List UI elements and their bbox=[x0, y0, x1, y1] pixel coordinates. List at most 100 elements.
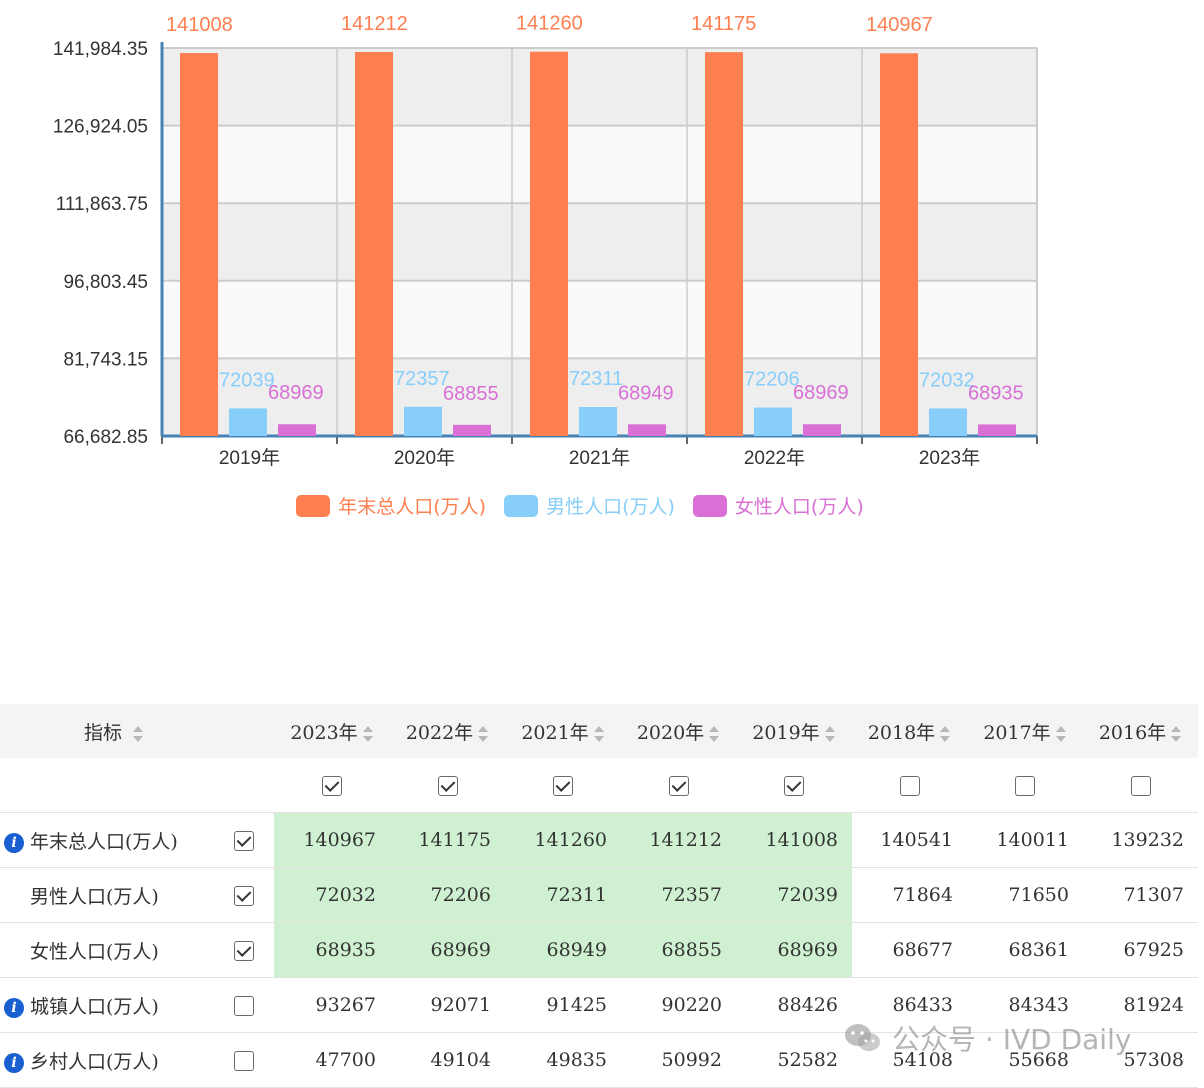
header-year-label: 2017年 bbox=[983, 721, 1051, 744]
legend-item-male[interactable]: 男性人口(万人) bbox=[504, 492, 675, 519]
header-indicator[interactable]: 指标 bbox=[0, 704, 228, 758]
year-select-cell bbox=[505, 758, 621, 813]
year-select-cell bbox=[621, 758, 736, 813]
bar-male[interactable] bbox=[229, 408, 267, 436]
sort-icon[interactable] bbox=[362, 725, 374, 743]
table-cell: 91425 bbox=[505, 977, 621, 1033]
sort-icon[interactable] bbox=[132, 725, 144, 743]
year-checkbox[interactable] bbox=[322, 776, 342, 796]
x-tick-label: 2019年 bbox=[219, 447, 280, 469]
header-year[interactable]: 2023年 bbox=[274, 704, 390, 758]
table-cell: 57308 bbox=[1083, 1032, 1198, 1088]
header-year[interactable]: 2018年 bbox=[852, 704, 967, 758]
row-select-cell bbox=[228, 1032, 274, 1088]
sort-icon[interactable] bbox=[1055, 725, 1067, 743]
year-checkbox[interactable] bbox=[437, 776, 458, 796]
bar-male[interactable] bbox=[929, 408, 967, 436]
year-checkbox[interactable] bbox=[899, 776, 920, 796]
sort-icon[interactable] bbox=[593, 725, 605, 743]
wechat-logo-icon bbox=[844, 1022, 882, 1054]
table-cell: 50992 bbox=[621, 1032, 736, 1088]
sort-icon[interactable] bbox=[477, 725, 489, 743]
table-cell: 141175 bbox=[390, 812, 505, 868]
legend-item-total[interactable]: 年末总人口(万人) bbox=[296, 492, 486, 519]
table-cell: 68969 bbox=[390, 922, 505, 978]
table-cell: 68969 bbox=[736, 922, 852, 978]
y-tick-label: 141,984.35 bbox=[53, 39, 148, 60]
bar-female[interactable] bbox=[453, 424, 491, 436]
population-bar-chart: 66,682.85 81,743.15 96,803.45 111,863.75 126… bbox=[53, 13, 1038, 469]
bar-total[interactable] bbox=[355, 51, 393, 437]
bar-female[interactable] bbox=[628, 424, 666, 436]
bar-female[interactable] bbox=[278, 424, 316, 436]
year-checkbox[interactable] bbox=[784, 776, 804, 796]
x-tick-label: 2022年 bbox=[744, 447, 805, 469]
year-select-row bbox=[0, 758, 1198, 813]
table-cell: 84343 bbox=[967, 977, 1083, 1033]
row-checkbox[interactable] bbox=[234, 996, 254, 1016]
table-cell: 47700 bbox=[274, 1032, 390, 1088]
header-year[interactable]: 2021年 bbox=[505, 704, 621, 758]
table-cell: 72039 bbox=[736, 867, 852, 923]
bar-total[interactable] bbox=[880, 53, 918, 437]
year-checkbox[interactable] bbox=[1130, 776, 1151, 796]
table-cell: 140967 bbox=[274, 812, 390, 868]
data-label-female: 68855 bbox=[443, 383, 499, 405]
header-year[interactable]: 2020年 bbox=[621, 704, 736, 758]
header-year-label: 2018年 bbox=[867, 721, 936, 744]
table-cell: 139232 bbox=[1083, 812, 1198, 868]
bar-male[interactable] bbox=[754, 407, 792, 436]
bar-male[interactable] bbox=[404, 406, 442, 436]
legend-label-total: 年末总人口(万人) bbox=[338, 496, 487, 518]
sort-icon[interactable] bbox=[1170, 725, 1182, 743]
header-year[interactable]: 2016年 bbox=[1083, 704, 1198, 758]
bar-total[interactable] bbox=[180, 53, 218, 436]
y-tick-label: 111,863.75 bbox=[56, 194, 148, 215]
year-checkbox[interactable] bbox=[553, 776, 573, 796]
row-checkbox[interactable] bbox=[234, 1051, 254, 1071]
row-label: 年末总人口(万人) bbox=[30, 830, 178, 853]
header-year[interactable]: 2017年 bbox=[967, 704, 1083, 758]
info-icon[interactable]: i bbox=[4, 1052, 24, 1073]
chart-legend: 年末总人口(万人) 男性人口(万人) 女性人口(万人) bbox=[0, 492, 1160, 519]
sort-icon[interactable] bbox=[708, 725, 720, 743]
table-cell: 49835 bbox=[505, 1032, 621, 1088]
sort-icon[interactable] bbox=[939, 725, 951, 743]
table-row: 女性人口(万人) 68935 68969 68949 68855 68969 68677 68… bbox=[0, 922, 1198, 978]
year-checkbox[interactable] bbox=[668, 776, 689, 796]
sort-icon[interactable] bbox=[824, 725, 836, 743]
year-select-cell bbox=[852, 758, 967, 813]
data-label-female: 68969 bbox=[268, 382, 324, 404]
header-year[interactable]: 2022年 bbox=[390, 704, 505, 758]
empty-cell bbox=[228, 758, 274, 813]
bar-female[interactable] bbox=[978, 424, 1016, 436]
bar-total[interactable] bbox=[705, 52, 743, 436]
x-tick-label: 2021年 bbox=[569, 447, 630, 469]
year-select-cell bbox=[274, 758, 390, 813]
year-select-cell bbox=[736, 758, 852, 813]
table-cell: 55668 bbox=[967, 1032, 1083, 1088]
row-indicator: i 年末总人口(万人) bbox=[0, 812, 228, 868]
row-select-cell bbox=[228, 812, 274, 868]
info-icon[interactable]: i bbox=[4, 997, 24, 1018]
info-icon[interactable]: i bbox=[4, 832, 24, 853]
legend-swatch-total bbox=[296, 494, 331, 517]
row-checkbox[interactable] bbox=[234, 886, 254, 906]
year-checkbox[interactable] bbox=[1015, 776, 1035, 796]
population-data-table: 指标 2023年 2022年 2021年 2020年 2019年 2018年 2… bbox=[0, 704, 1198, 1088]
row-checkbox[interactable] bbox=[234, 941, 254, 961]
row-indicator: 女性人口(万人) bbox=[0, 922, 228, 978]
table-cell: 68949 bbox=[505, 922, 621, 978]
table-cell: 93267 bbox=[274, 977, 390, 1033]
bar-female[interactable] bbox=[803, 424, 841, 436]
bar-total[interactable] bbox=[530, 51, 568, 436]
legend-item-female[interactable]: 女性人口(万人) bbox=[692, 492, 864, 519]
table-cell: 88426 bbox=[736, 977, 852, 1033]
data-label-male: 72206 bbox=[744, 369, 800, 391]
bar-male[interactable] bbox=[579, 407, 617, 436]
row-checkbox[interactable] bbox=[234, 831, 254, 851]
watermark: 公众号 · IVD Daily bbox=[844, 1018, 1131, 1058]
header-year[interactable]: 2019年 bbox=[736, 704, 852, 758]
table-header-row: 指标 2023年 2022年 2021年 2020年 2019年 2018年 2… bbox=[0, 704, 1198, 758]
header-year-label: 2016年 bbox=[1098, 721, 1167, 744]
